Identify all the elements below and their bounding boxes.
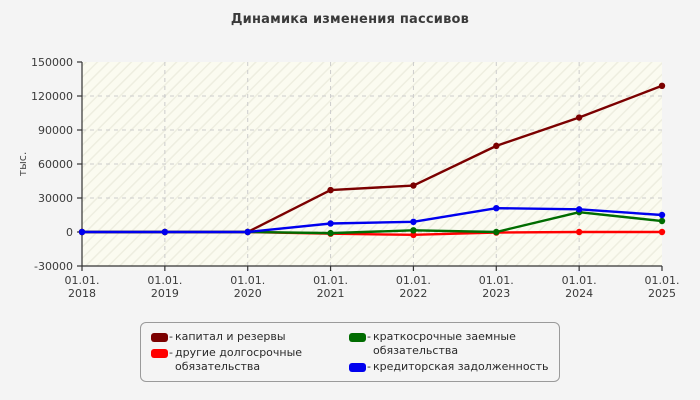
x-axis-tick-label: 01.01. — [396, 274, 431, 287]
series-data-point — [410, 231, 417, 239]
x-axis-tick-label: 01.01. — [562, 274, 597, 287]
legend-column-right: - краткосрочные заемные обязательства - кре… — [349, 330, 554, 376]
y-axis-tick-label: 120000 — [31, 90, 73, 103]
legend-swatch-shortterm-loans — [349, 333, 366, 342]
x-axis-tick-label: 01.01. — [147, 274, 182, 287]
series-3 — [78, 205, 666, 236]
series-data-point — [327, 220, 334, 227]
y-axis-tick-label: 90000 — [38, 124, 73, 137]
series-data-point — [78, 228, 86, 236]
x-axis-tick-label: 01.01. — [645, 274, 680, 287]
x-axis-tick-label: 01.01. — [313, 274, 348, 287]
legend-column-left: - капитал и резервы - другие долгосрочные о… — [151, 330, 351, 376]
series-data-point — [493, 205, 500, 212]
series-data-point — [658, 228, 666, 236]
legend-dash: - — [169, 330, 173, 343]
series-data-point — [327, 229, 334, 237]
legend-item[interactable]: - кредиторская задолженность — [349, 360, 554, 374]
y-axis-tick-label: 30000 — [38, 192, 73, 205]
series-data-point — [410, 182, 417, 189]
y-axis-title: тыс. — [16, 152, 29, 177]
legend-dash: - — [169, 346, 173, 359]
y-axis-tick-label: -30000 — [34, 260, 73, 273]
series-data-point — [410, 227, 417, 234]
x-axis-tick-label: 2025 — [648, 287, 676, 300]
series-data-point — [575, 228, 583, 236]
x-axis-tick-label: 2024 — [565, 287, 593, 300]
legend-swatch-other-longterm — [151, 349, 168, 358]
y-axis-tick-label: 60000 — [38, 158, 73, 171]
x-axis-tick-label: 01.01. — [479, 274, 514, 287]
series-data-point — [575, 206, 583, 213]
series-data-point — [658, 217, 666, 225]
x-axis-tick-label: 2018 — [68, 287, 96, 300]
series-data-point — [327, 186, 334, 194]
series-data-point — [575, 114, 583, 121]
x-axis-tick-label: 2020 — [234, 287, 262, 300]
series-data-point — [658, 211, 666, 219]
x-axis-tick-label: 2022 — [399, 287, 427, 300]
legend-swatch-accounts-payable — [349, 363, 366, 372]
y-axis-tick-label: 0 — [66, 226, 73, 239]
legend-item-label: другие долгосрочные обязательства — [174, 346, 303, 373]
chart-title: Динамика изменения пассивов — [230, 12, 470, 27]
legend-item-label: краткосрочные заемные обязательства — [372, 330, 516, 357]
x-axis-tick-label: 01.01. — [65, 274, 100, 287]
x-axis-tick-label: 2023 — [482, 287, 510, 300]
series-data-point — [410, 218, 417, 225]
series-data-point — [493, 142, 500, 150]
series-data-point — [161, 228, 169, 236]
legend-dash: - — [367, 360, 371, 373]
series-line — [80, 207, 664, 234]
x-axis-tick-label: 01.01. — [230, 274, 265, 287]
x-axis-tick-label: 2021 — [317, 287, 345, 300]
chart-legend: - капитал и резервы - другие долгосрочные о… — [140, 322, 560, 382]
legend-item[interactable]: - капитал и резервы — [151, 330, 351, 344]
legend-item-label: кредиторская задолженность — [372, 360, 549, 373]
legend-item[interactable]: - краткосрочные заемные обязательства — [349, 330, 554, 358]
series-data-point — [658, 82, 666, 90]
y-axis-tick-label: 150000 — [31, 56, 73, 69]
legend-item[interactable]: - другие долгосрочные обязательства — [151, 346, 351, 374]
series-data-point — [493, 228, 500, 236]
legend-swatch-capital — [151, 333, 168, 342]
legend-item-label: капитал и резервы — [174, 330, 286, 343]
x-axis-tick-label: 2019 — [151, 287, 179, 300]
series-data-point — [244, 228, 251, 236]
legend-dash: - — [367, 330, 371, 343]
